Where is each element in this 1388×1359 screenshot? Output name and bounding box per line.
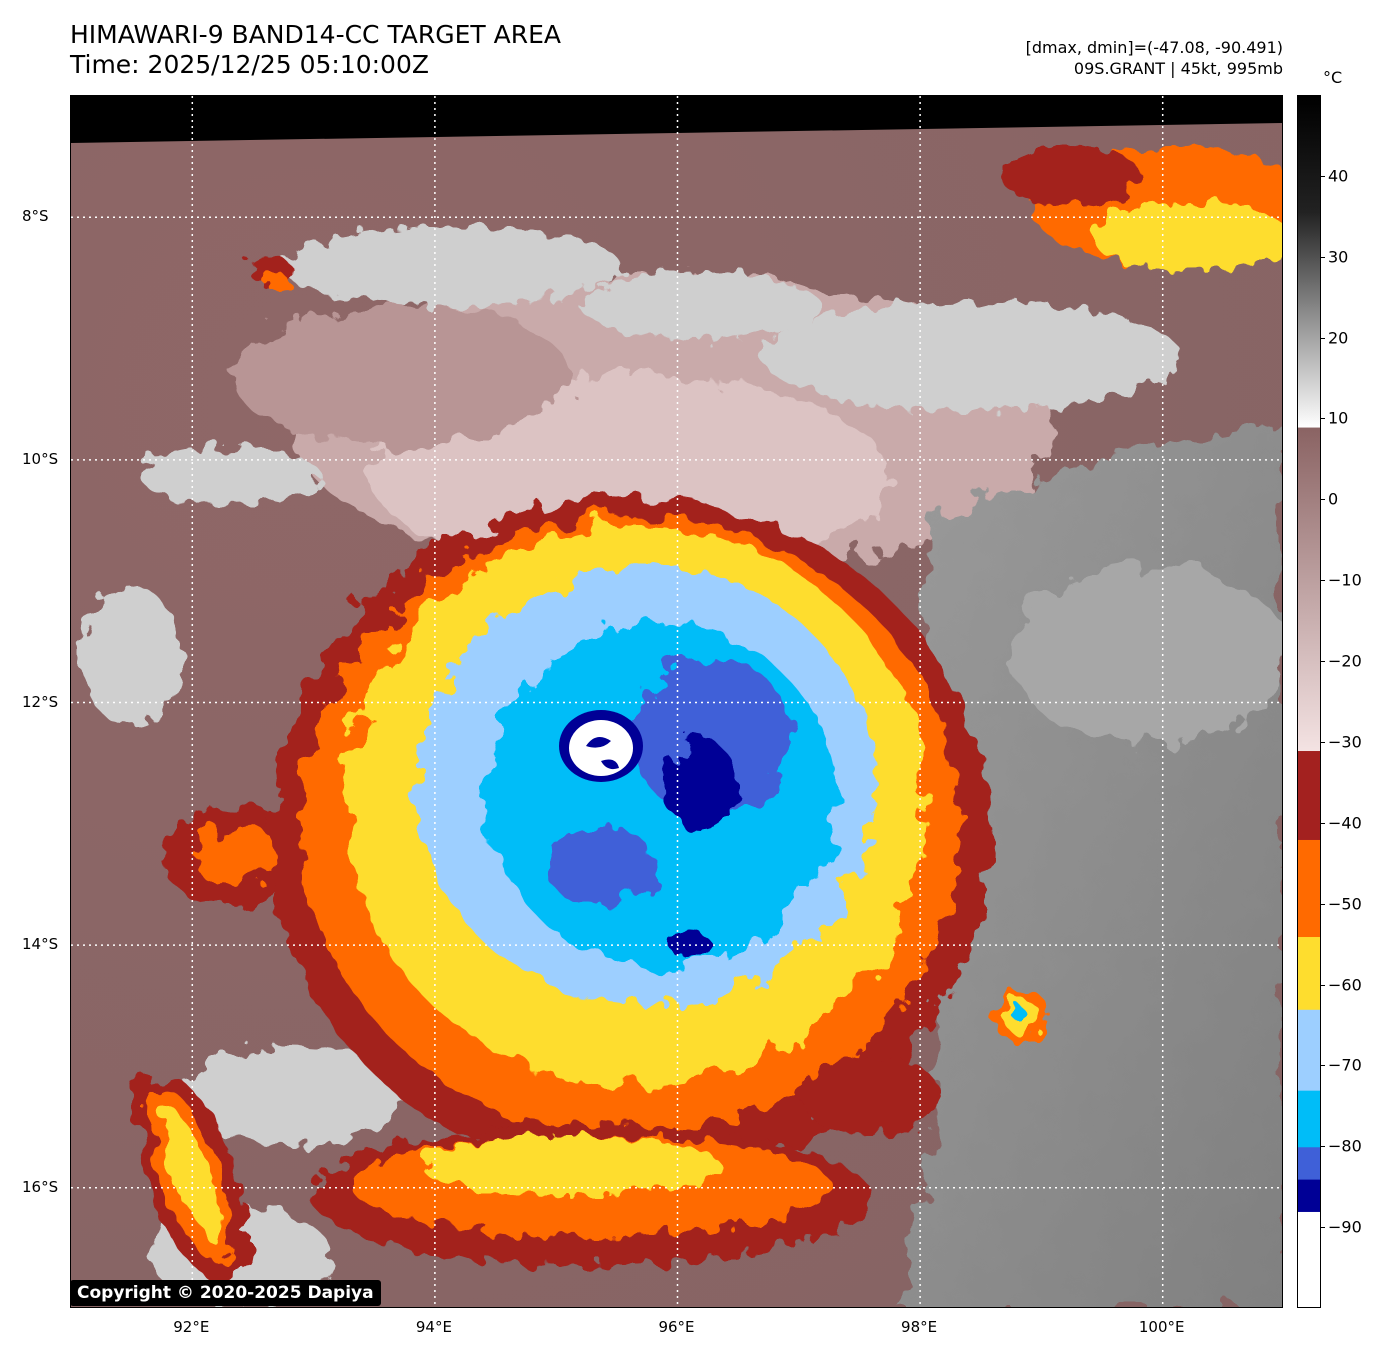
colorbar-tick-mark <box>1320 499 1325 501</box>
eastern-cell <box>993 988 1049 1044</box>
colorbar-tick-mark <box>1320 741 1325 743</box>
colorbar-tick-label: −80 <box>1328 1136 1362 1156</box>
colorbar-tick-label: −10 <box>1328 570 1362 590</box>
title-line-1: HIMAWARI-9 BAND14-CC TARGET AREA <box>70 20 562 49</box>
copyright-badge: Copyright © 2020-2025 Dapiya <box>70 1280 381 1306</box>
map-imagery <box>71 96 1282 1307</box>
lon-label: 94°E <box>415 1318 452 1336</box>
colorbar-tick-label: −60 <box>1328 975 1362 995</box>
colorbar-tick-mark <box>1320 580 1325 582</box>
lat-label: 16°S <box>22 1177 59 1196</box>
colorbar-segment <box>1298 937 1320 1011</box>
clear-sky-region <box>901 426 1282 1307</box>
tropical-cyclone <box>271 496 991 1176</box>
lon-label: 92°E <box>173 1318 210 1336</box>
colorbar-tick-label: 10 <box>1328 408 1349 428</box>
colorbar-tick-label: −90 <box>1328 1217 1362 1237</box>
colorbar-tick-mark <box>1320 337 1325 339</box>
colorbar-tick-label: −70 <box>1328 1055 1362 1075</box>
lon-label: 100°E <box>1138 1318 1185 1336</box>
colorbar-segment <box>1298 427 1320 752</box>
colorbar <box>1297 95 1321 1308</box>
colorbar-tick-label: −50 <box>1328 894 1362 914</box>
chart-title: HIMAWARI-9 BAND14-CC TARGET AREA Time: 2… <box>70 20 561 80</box>
colorbar-tick-mark <box>1320 256 1325 258</box>
colorbar-segment <box>1298 1090 1320 1148</box>
colorbar-segment <box>1298 751 1320 841</box>
colorbar-tick-label: 40 <box>1328 166 1349 186</box>
colorbar-tick-mark <box>1320 661 1325 663</box>
colorbar-segment <box>1298 1179 1320 1213</box>
colorbar-segment <box>1298 1009 1320 1092</box>
lat-label: 14°S <box>22 935 59 954</box>
satellite-map <box>70 95 1283 1308</box>
colorbar-segment <box>1298 1211 1320 1307</box>
no-data-strip <box>71 96 1282 143</box>
lat-label: 10°S <box>22 449 59 468</box>
storm-info: [dmax, dmin]=(-47.08, -90.491) 09S.GRANT… <box>1026 37 1283 79</box>
lat-label: 8°S <box>22 207 49 226</box>
colorbar-scale <box>1298 96 1320 1307</box>
colorbar-tick-label: −30 <box>1328 732 1362 752</box>
lon-label: 98°E <box>901 1318 938 1336</box>
colorbar-tick-mark <box>1320 1065 1325 1067</box>
colorbar-tick-mark <box>1320 1227 1325 1229</box>
colorbar-tick-label: −40 <box>1328 813 1362 833</box>
colorbar-tick-label: 20 <box>1328 328 1349 348</box>
lat-label: 12°S <box>22 692 59 711</box>
colorbar-tick-mark <box>1320 822 1325 824</box>
info-line-2: 09S.GRANT | 45kt, 995mb <box>1073 59 1283 78</box>
colorbar-segment <box>1298 96 1320 429</box>
overshooting-top <box>559 710 643 782</box>
colorbar-tick-label: −20 <box>1328 651 1362 671</box>
colorbar-tick-mark <box>1320 418 1325 420</box>
colorbar-segment <box>1298 1147 1320 1181</box>
southern-rainband <box>311 1056 941 1266</box>
colorbar-tick-label: 30 <box>1328 247 1349 267</box>
colorbar-tick-mark <box>1320 175 1325 177</box>
colorbar-tick-mark <box>1320 903 1325 905</box>
north-east-convection <box>249 146 1282 289</box>
lon-label: 96°E <box>658 1318 695 1336</box>
colorbar-unit: °C <box>1323 68 1343 87</box>
colorbar-tick-mark <box>1320 1146 1325 1148</box>
info-line-1: [dmax, dmin]=(-47.08, -90.491) <box>1025 38 1283 57</box>
title-line-2: Time: 2025/12/25 05:10:00Z <box>70 50 429 79</box>
graticule <box>71 96 1282 1307</box>
colorbar-tick-mark <box>1320 984 1325 986</box>
colorbar-segment <box>1298 839 1320 938</box>
colorbar-tick-label: 0 <box>1328 489 1339 509</box>
